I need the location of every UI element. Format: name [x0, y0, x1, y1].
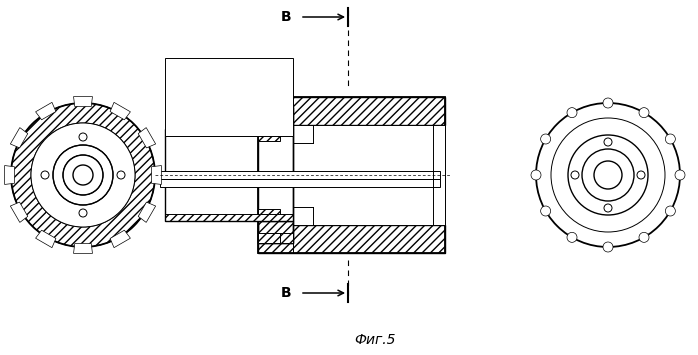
- Circle shape: [604, 204, 612, 212]
- Polygon shape: [73, 97, 92, 106]
- Circle shape: [603, 98, 613, 108]
- Polygon shape: [36, 102, 56, 120]
- Circle shape: [79, 133, 87, 141]
- Circle shape: [639, 233, 649, 242]
- Bar: [165, 214, 293, 221]
- Text: В: В: [281, 286, 291, 300]
- Circle shape: [73, 165, 93, 185]
- Polygon shape: [5, 165, 15, 185]
- Polygon shape: [138, 127, 156, 148]
- Circle shape: [639, 108, 649, 118]
- Circle shape: [637, 171, 645, 179]
- Bar: [280, 233, 293, 243]
- Text: Фиг.5: Фиг.5: [355, 333, 396, 347]
- Polygon shape: [10, 127, 28, 148]
- Bar: [165, 58, 293, 136]
- Circle shape: [571, 171, 579, 179]
- Polygon shape: [36, 230, 56, 248]
- Circle shape: [117, 171, 125, 179]
- Circle shape: [531, 170, 541, 180]
- Polygon shape: [151, 165, 161, 185]
- Circle shape: [567, 233, 577, 242]
- Circle shape: [567, 108, 577, 118]
- Bar: [160, 179, 440, 187]
- Circle shape: [568, 135, 648, 215]
- Circle shape: [41, 171, 49, 179]
- Circle shape: [79, 209, 87, 217]
- Bar: [258, 107, 293, 243]
- Wedge shape: [11, 103, 155, 247]
- Bar: [258, 209, 280, 221]
- Circle shape: [594, 161, 622, 189]
- Bar: [165, 129, 293, 136]
- Wedge shape: [53, 145, 113, 205]
- Polygon shape: [138, 202, 156, 222]
- Circle shape: [551, 118, 665, 232]
- Polygon shape: [110, 102, 131, 120]
- Circle shape: [582, 149, 634, 201]
- Circle shape: [603, 242, 613, 252]
- Circle shape: [665, 206, 676, 216]
- Bar: [270, 125, 445, 225]
- Polygon shape: [110, 230, 131, 248]
- Bar: [258, 129, 280, 141]
- Polygon shape: [10, 202, 28, 222]
- Bar: [258, 129, 293, 221]
- Bar: [258, 97, 445, 253]
- Circle shape: [541, 134, 551, 144]
- Bar: [160, 171, 440, 179]
- Text: В: В: [281, 10, 291, 24]
- Bar: [258, 97, 445, 125]
- Bar: [165, 129, 293, 221]
- Circle shape: [541, 206, 551, 216]
- Bar: [258, 221, 293, 243]
- Circle shape: [536, 103, 680, 247]
- Circle shape: [31, 123, 135, 227]
- Bar: [258, 107, 293, 129]
- Circle shape: [675, 170, 685, 180]
- Circle shape: [604, 138, 612, 146]
- Circle shape: [665, 134, 676, 144]
- Bar: [258, 225, 445, 253]
- Bar: [258, 233, 280, 243]
- Polygon shape: [73, 244, 92, 253]
